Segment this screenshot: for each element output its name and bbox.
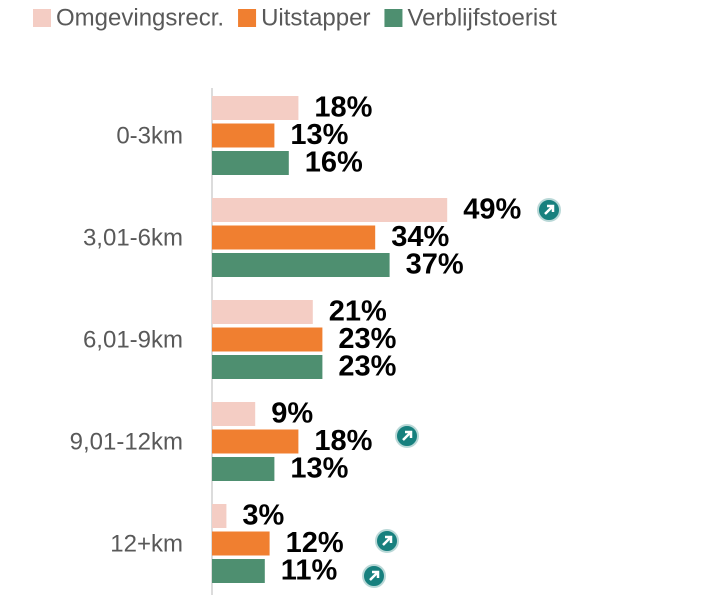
data-label: 11% xyxy=(281,555,338,587)
data-label: 18% xyxy=(314,425,372,457)
bar xyxy=(212,531,270,556)
y-tick-label: 6,01-9km xyxy=(83,326,183,353)
y-tick-label: 0-3km xyxy=(116,122,183,149)
y-tick-label: 9,01-12km xyxy=(70,428,183,455)
bar xyxy=(212,123,275,148)
trend-up-icon xyxy=(375,529,399,553)
data-label: 23% xyxy=(338,323,396,355)
bar xyxy=(212,225,376,250)
data-label: 13% xyxy=(290,453,348,485)
data-label: 18% xyxy=(314,92,372,124)
bar xyxy=(212,355,323,379)
legend-swatch xyxy=(238,9,257,27)
data-label: 34% xyxy=(391,221,449,253)
data-label: 12% xyxy=(286,527,344,559)
bar xyxy=(212,300,313,324)
trend-up-icon xyxy=(537,198,561,222)
bar xyxy=(212,402,256,426)
legend-label: Uitstapper xyxy=(261,4,370,31)
legend-label: Omgevingsrecr. xyxy=(56,4,224,31)
data-label: 16% xyxy=(305,147,363,179)
bar xyxy=(212,429,299,454)
data-label: 3% xyxy=(242,500,284,532)
data-label: 13% xyxy=(290,119,348,151)
data-label: 23% xyxy=(338,351,396,383)
data-label: 9% xyxy=(271,398,313,430)
legend-swatch xyxy=(33,9,51,27)
legend-label: Verblijfstoerist xyxy=(407,4,557,31)
bar xyxy=(212,96,299,120)
data-label: 37% xyxy=(406,249,464,281)
bar xyxy=(212,327,323,352)
trend-up-icon xyxy=(395,424,419,448)
bar xyxy=(212,504,227,528)
y-tick-label: 3,01-6km xyxy=(83,224,183,251)
data-label: 49% xyxy=(463,194,521,226)
y-tick-label: 12+km xyxy=(110,530,183,557)
bar xyxy=(212,457,275,481)
bar xyxy=(212,559,265,583)
data-label: 21% xyxy=(329,296,387,328)
trend-icons xyxy=(362,198,561,588)
bar xyxy=(212,151,289,175)
legend-swatch xyxy=(384,9,403,27)
trend-up-icon xyxy=(362,564,386,588)
bar xyxy=(212,253,390,277)
bar xyxy=(212,198,448,222)
